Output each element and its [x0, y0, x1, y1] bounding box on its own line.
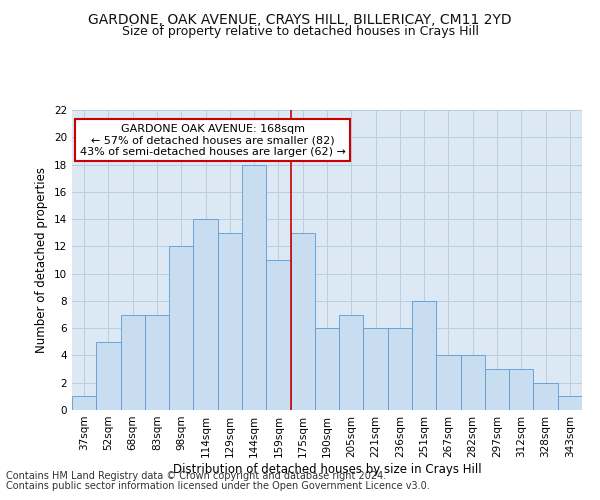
Bar: [436, 356, 461, 410]
Text: Contains public sector information licensed under the Open Government Licence v3: Contains public sector information licen…: [6, 481, 430, 491]
Bar: [290, 232, 315, 410]
Text: Contains HM Land Registry data © Crown copyright and database right 2024.: Contains HM Land Registry data © Crown c…: [6, 471, 386, 481]
Bar: [96, 342, 121, 410]
Text: Size of property relative to detached houses in Crays Hill: Size of property relative to detached ho…: [121, 25, 479, 38]
Bar: [145, 314, 169, 410]
Bar: [218, 232, 242, 410]
Bar: [339, 314, 364, 410]
Bar: [364, 328, 388, 410]
Bar: [242, 164, 266, 410]
Bar: [193, 219, 218, 410]
Bar: [509, 369, 533, 410]
Bar: [388, 328, 412, 410]
Bar: [72, 396, 96, 410]
X-axis label: Distribution of detached houses by size in Crays Hill: Distribution of detached houses by size …: [173, 462, 481, 475]
Bar: [315, 328, 339, 410]
Text: GARDONE OAK AVENUE: 168sqm
← 57% of detached houses are smaller (82)
43% of semi: GARDONE OAK AVENUE: 168sqm ← 57% of deta…: [80, 124, 346, 157]
Bar: [485, 369, 509, 410]
Bar: [461, 356, 485, 410]
Bar: [121, 314, 145, 410]
Bar: [266, 260, 290, 410]
Text: GARDONE, OAK AVENUE, CRAYS HILL, BILLERICAY, CM11 2YD: GARDONE, OAK AVENUE, CRAYS HILL, BILLERI…: [88, 12, 512, 26]
Bar: [412, 301, 436, 410]
Y-axis label: Number of detached properties: Number of detached properties: [35, 167, 49, 353]
Bar: [169, 246, 193, 410]
Bar: [558, 396, 582, 410]
Bar: [533, 382, 558, 410]
